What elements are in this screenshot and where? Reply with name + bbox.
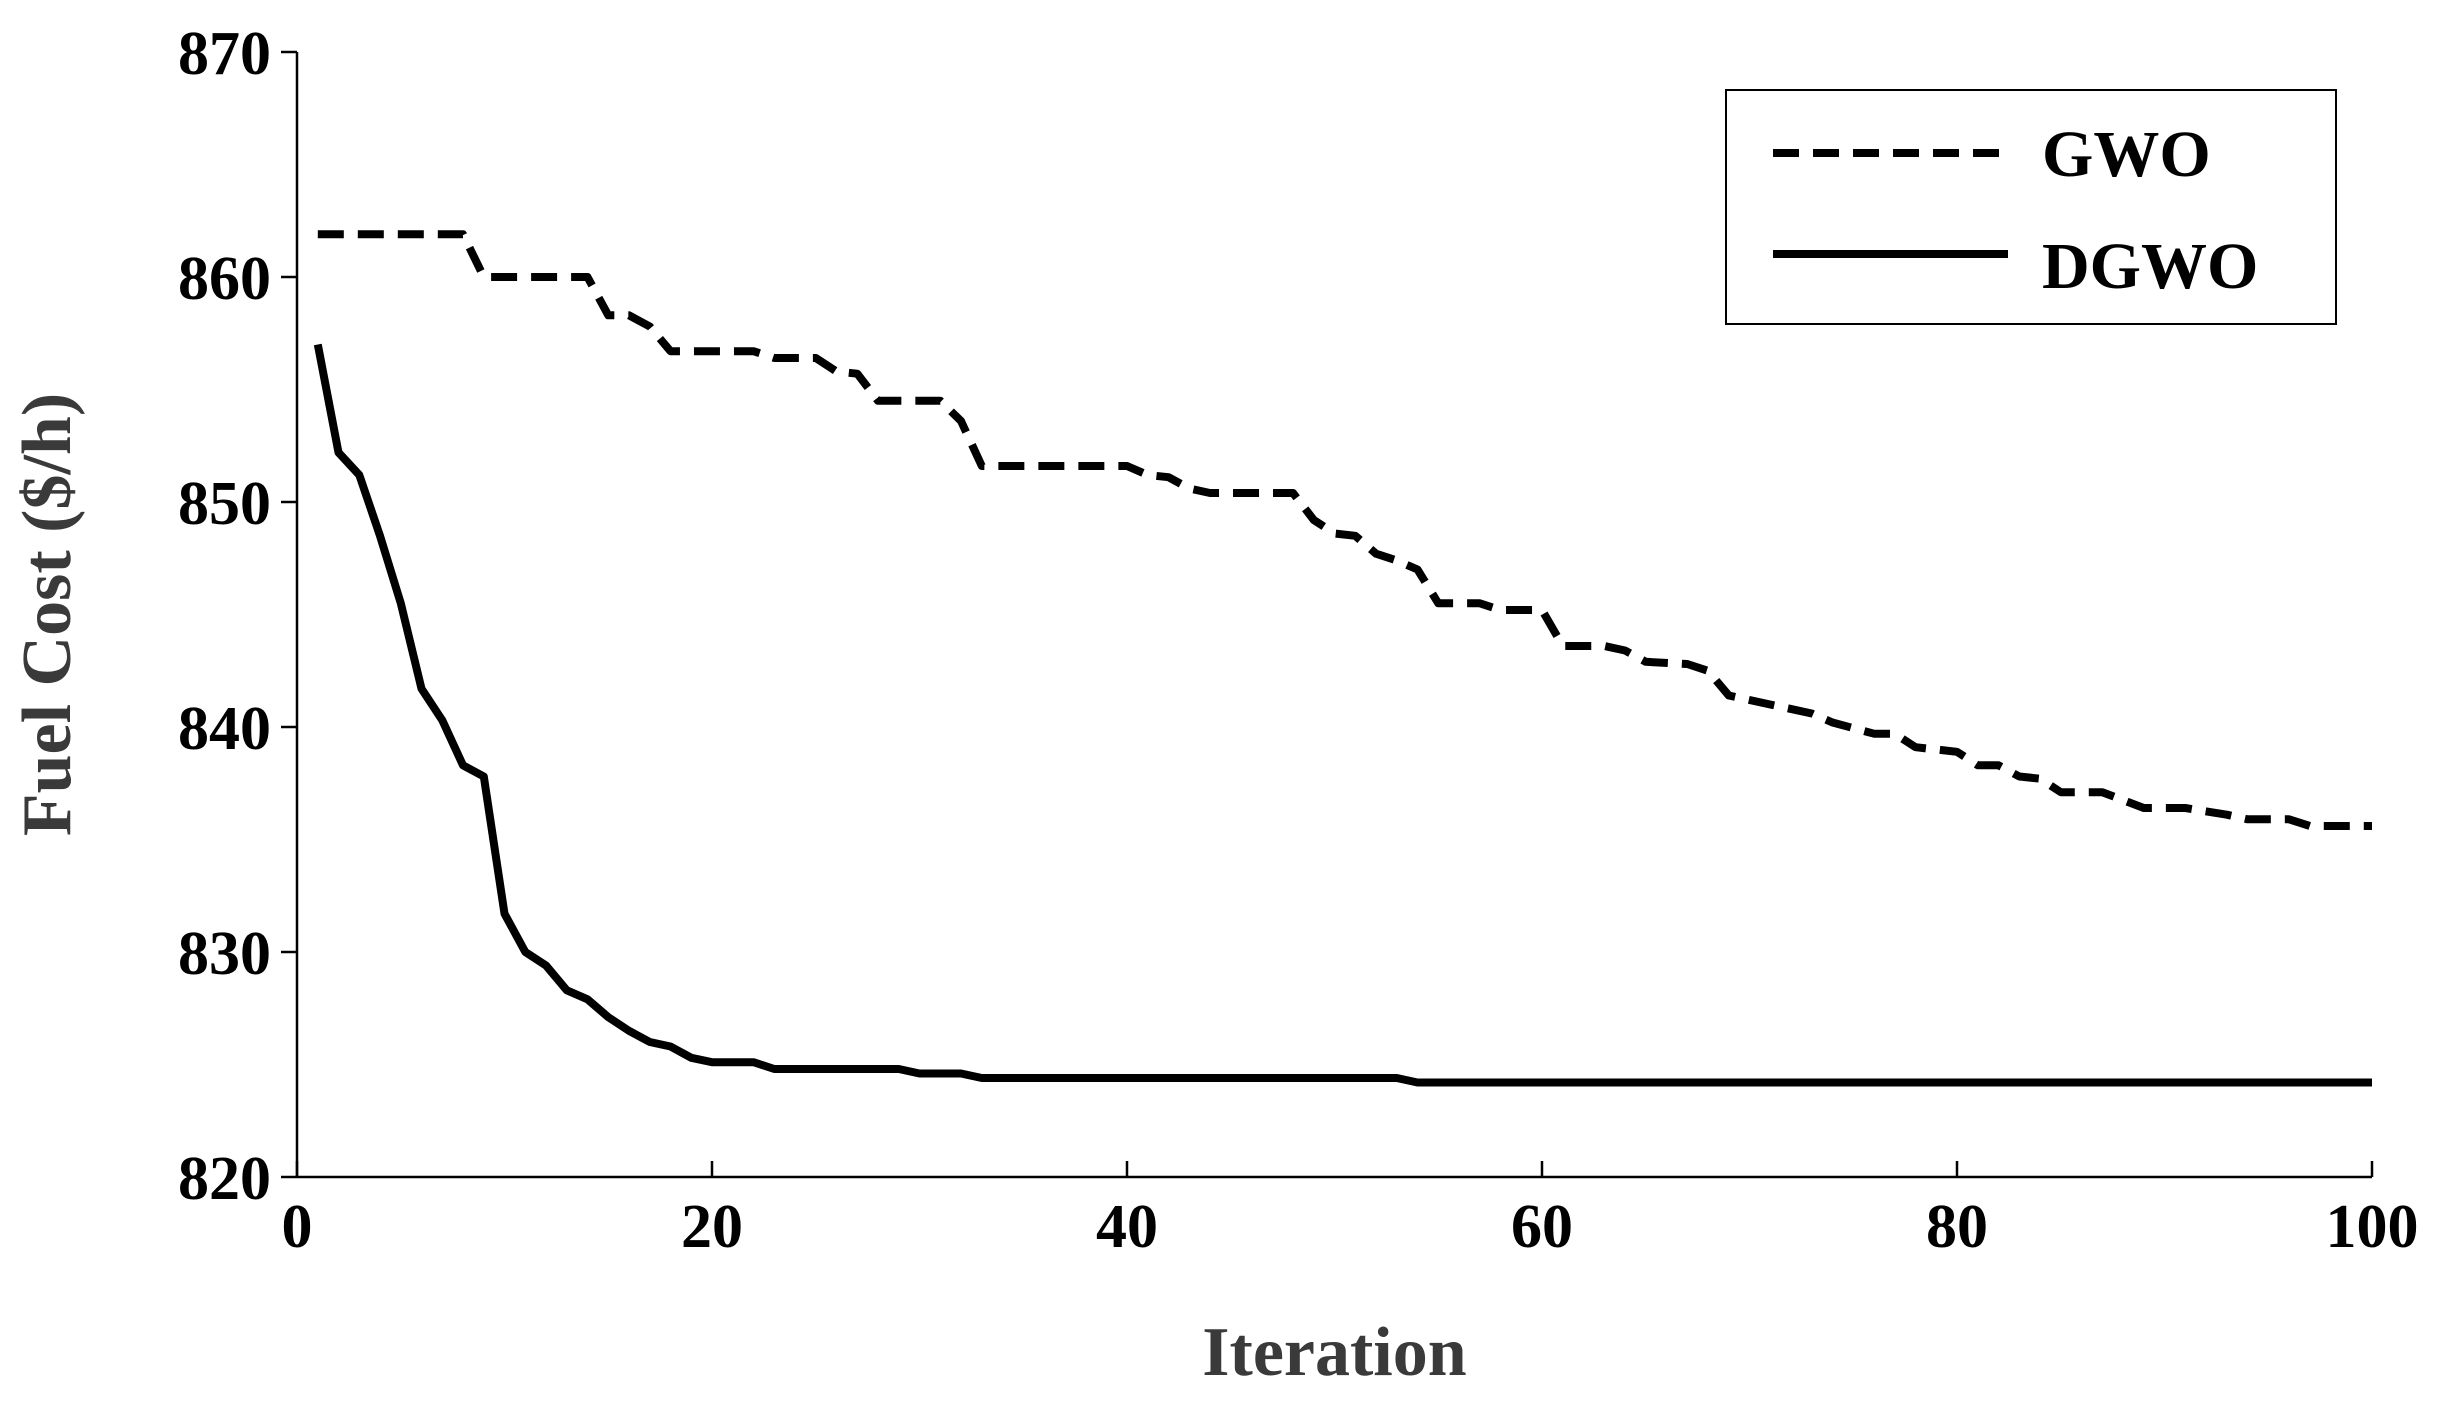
- y-tick-label: 870: [178, 20, 271, 88]
- x-tick-label: 20: [681, 1193, 743, 1261]
- legend: GWO DGWO: [1725, 89, 2337, 325]
- series-line-dgwo: [313, 343, 2372, 1087]
- x-tick-label: 100: [2326, 1193, 2419, 1261]
- x-axis-label: Iteration: [1202, 1314, 1466, 1391]
- legend-label-dgwo: DGWO: [2042, 230, 2258, 303]
- y-ticks: 820 830 840 850 860 870: [178, 20, 297, 1213]
- x-tick-label: 80: [1926, 1193, 1988, 1261]
- y-tick-label: 820: [178, 1145, 271, 1213]
- y-tick-label: 840: [178, 695, 271, 763]
- y-tick-label: 860: [178, 245, 271, 313]
- legend-label-gwo: GWO: [2042, 118, 2211, 191]
- series-layer: [313, 230, 2372, 1087]
- y-tick-label: 830: [178, 920, 271, 988]
- x-tick-label: 0: [282, 1193, 313, 1261]
- legend-box: [1725, 89, 2337, 325]
- y-tick-label: 850: [178, 470, 271, 538]
- x-ticks: 0 20 40 60 80 100: [282, 1161, 2419, 1261]
- x-tick-label: 40: [1096, 1193, 1158, 1261]
- series-line-gwo: [317, 230, 2372, 830]
- x-tick-label: 60: [1511, 1193, 1573, 1261]
- y-axis-label: Fuel Cost ($/h): [9, 393, 86, 836]
- axes: [295, 52, 2372, 1179]
